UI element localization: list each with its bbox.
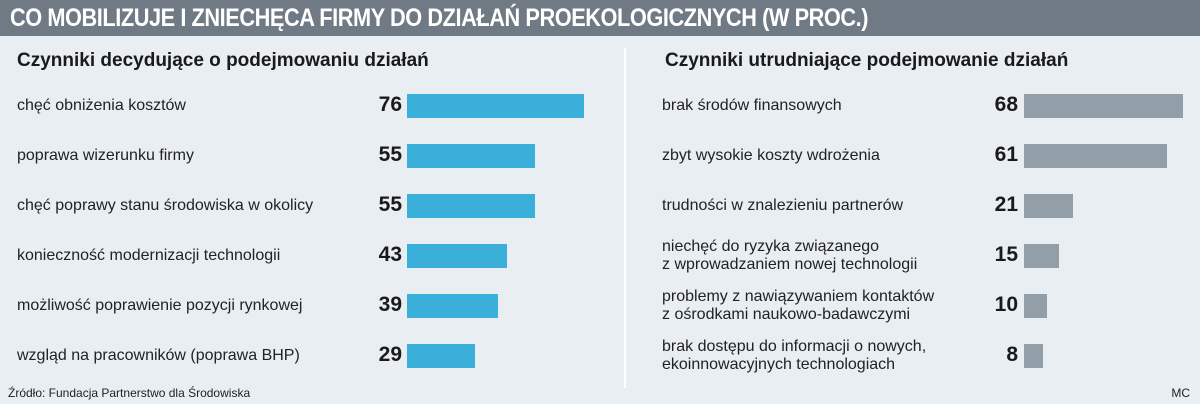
right-value-label: 8 (1006, 343, 1018, 366)
right-category-label-line: brak dostępu do informacji o nowych, (662, 338, 927, 355)
right-category-label-line: trudności w znalezieniu partnerów (662, 197, 904, 214)
left-category-label: chęć obniżenia kosztów (17, 97, 186, 115)
left-category-label: poprawa wizerunku firmy (17, 147, 194, 165)
right-category-label-line: brak środów finansowych (662, 97, 842, 114)
panel-divider (624, 48, 626, 388)
right-category-label-line: z ośrodkami naukowo-badawczymi (662, 306, 911, 323)
right-bar (1024, 294, 1047, 318)
left-category-label-line: wzgląd na pracowników (poprawa BHP) (17, 347, 300, 364)
right-bar (1024, 144, 1167, 168)
left-value-label: 55 (378, 143, 402, 166)
right-value-label: 68 (994, 93, 1018, 116)
chart-title: CO MOBILIZUJE I ZNIECHĘCA FIRMY DO DZIAŁ… (10, 4, 869, 32)
right-category-label: brak dostępu do informacji o nowych, ekoi… (662, 338, 926, 374)
right-bar (1024, 194, 1073, 218)
left-category-label: wzgląd na pracowników (poprawa BHP) (17, 347, 300, 365)
right-category-label: brak środów finansowych (662, 97, 842, 115)
right-category-label-line: niechęć do ryzyka związanego (662, 238, 880, 255)
right-category-label-line: z wprowadzaniem nowej technologii (662, 256, 918, 273)
left-bar (407, 344, 475, 368)
left-value-label: 43 (378, 243, 402, 266)
left-category-label-line: konieczność modernizacji technologii (17, 247, 281, 264)
right-panel-title: Czynniki utrudniające podejmowanie dział… (665, 50, 1069, 71)
left-category-label-line: poprawa wizerunku firmy (17, 147, 194, 164)
right-category-label: niechęć do ryzyka związanego z wprowadzan… (662, 238, 917, 274)
right-category-label: problemy z nawiązywaniem kontaktów z ośro… (662, 288, 934, 324)
right-value-label: 61 (994, 143, 1018, 166)
left-category-label-line: chęć obniżenia kosztów (17, 97, 186, 114)
right-category-label-line: problemy z nawiązywaniem kontaktów (662, 288, 935, 305)
left-value-label: 55 (378, 193, 402, 216)
left-bar (407, 194, 535, 218)
left-value-label: 29 (378, 343, 402, 366)
right-bar (1024, 94, 1183, 118)
left-value-label: 76 (378, 93, 402, 116)
right-category-label-line: ekoinnowacyjnych technologiach (662, 356, 896, 373)
left-value-label: 39 (378, 293, 402, 316)
left-category-label: konieczność modernizacji technologii (17, 247, 280, 265)
right-value-label: 21 (994, 193, 1018, 216)
right-category-label: zbyt wysokie koszty wdrożenia (662, 147, 880, 165)
left-panel-title: Czynniki decydujące o podejmowaniu dział… (17, 50, 429, 71)
left-category-label-line: możliwość poprawienie pozycji rynkowej (17, 297, 303, 314)
right-value-label: 10 (994, 293, 1018, 316)
left-bar (407, 144, 535, 168)
left-category-label: możliwość poprawienie pozycji rynkowej (17, 297, 302, 315)
left-category-label: chęć poprawy stanu środowiska w okolicy (17, 197, 313, 215)
title-bar: CO MOBILIZUJE I ZNIECHĘCA FIRMY DO DZIAŁ… (0, 0, 1200, 36)
right-bar (1024, 344, 1043, 368)
right-bar (1024, 244, 1059, 268)
left-bar (407, 244, 507, 268)
right-category-label-line: zbyt wysokie koszty wdrożenia (662, 147, 880, 164)
source-note: Źródło: Fundacja Partnerstwo dla Środowi… (8, 386, 251, 400)
right-category-label: trudności w znalezieniu partnerów (662, 197, 903, 215)
left-bar (407, 294, 498, 318)
left-bar (407, 94, 584, 118)
right-value-label: 15 (994, 243, 1018, 266)
author-credit: MC (1171, 386, 1190, 400)
left-category-label-line: chęć poprawy stanu środowiska w okolicy (17, 197, 314, 214)
